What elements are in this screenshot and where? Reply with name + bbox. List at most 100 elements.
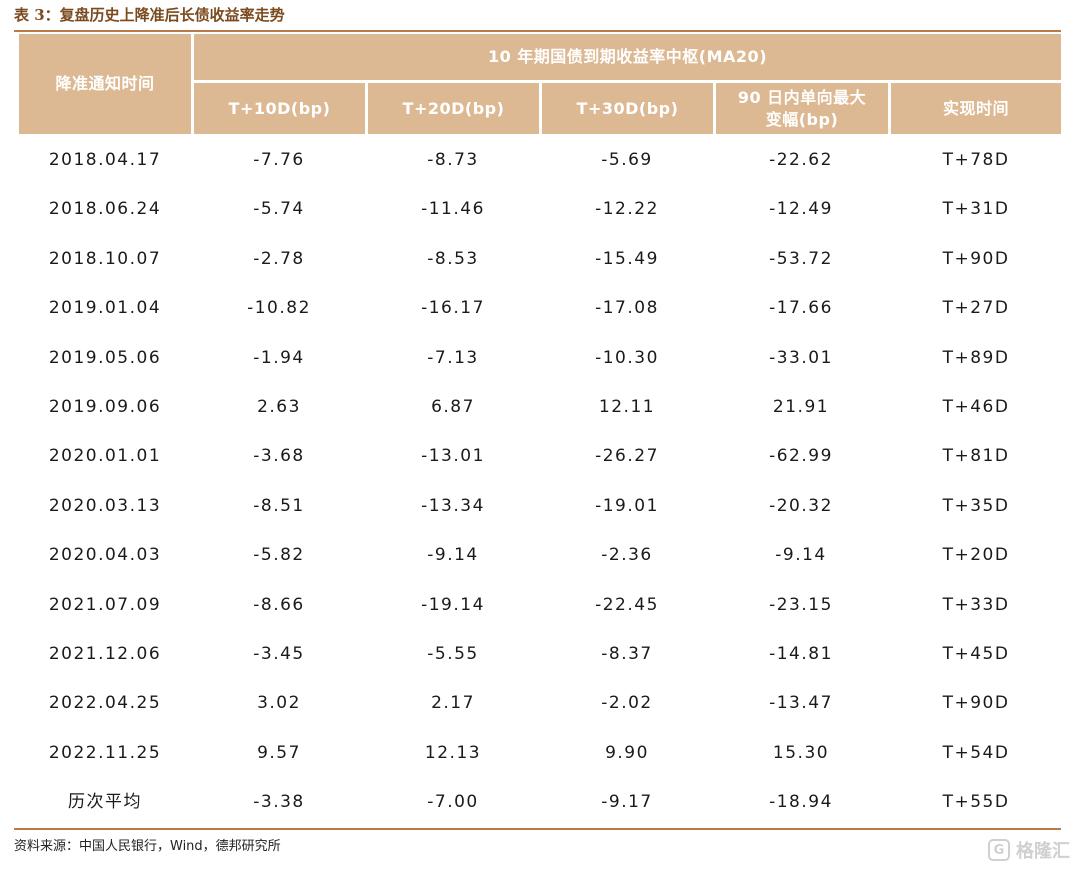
cell-t20d: -8.53 [427,248,479,269]
cell-t10d: -8.51 [253,495,305,516]
cell-date: 2022.04.25 [48,693,162,714]
cell-max-change: -18.94 [769,792,833,813]
cell-t20d: -13.01 [421,446,485,467]
cell-t30d: -9.17 [601,792,653,813]
table-row: 2018.04.17 -7.76 -8.73 -5.69 -22.62 T+78D [0,136,1080,185]
cell-t10d: 3.02 [257,693,301,714]
cell-max-change: -23.15 [769,594,833,615]
cell-t30d: -2.02 [601,693,653,714]
table-row: 2022.11.25 9.57 12.13 9.90 15.30 T+54D [0,729,1080,778]
header-realized-time: 实现时间 [891,83,1061,134]
cell-t20d: -11.46 [421,199,485,220]
cell-max-change: -12.49 [769,199,833,220]
header-notice-date: 降准通知时间 [19,34,191,134]
header-group-yield: 10 年期国债到期收益率中枢(MA20) [194,34,1061,80]
cell-t10d: -5.74 [253,199,305,220]
cell-realized-time: T+35D [942,495,1010,516]
header-t20d: T+20D(bp) [368,83,539,134]
cell-realized-time: T+89D [942,347,1010,368]
table-row: 2019.09.06 2.63 6.87 12.11 21.91 T+46D [0,383,1080,432]
cell-date: 2020.04.03 [48,545,162,566]
cell-t20d: -7.00 [427,792,479,813]
cell-t30d: -19.01 [595,495,659,516]
cell-t20d: -5.55 [427,644,479,664]
cell-date: 2018.10.07 [48,248,162,269]
header-t10d: T+10D(bp) [194,83,365,134]
cell-max-change: -53.72 [769,248,833,269]
cell-date: 历次平均 [68,792,142,813]
cell-realized-time: T+33D [942,594,1010,615]
cell-date: 2020.01.01 [48,446,162,467]
cell-t30d: 9.90 [605,742,649,763]
cell-realized-time: T+20D [942,545,1010,566]
cell-realized-time: T+55D [942,792,1010,813]
cell-t30d: -5.69 [601,150,653,170]
cell-t20d: 6.87 [431,397,475,417]
top-rule [14,30,1061,32]
cell-t30d: -15.49 [595,248,659,269]
cell-t20d: -13.34 [421,495,485,516]
cell-t30d: -17.08 [595,298,659,319]
cell-max-change: -22.62 [769,150,833,170]
bottom-rule [14,828,1061,830]
cell-date: 2019.05.06 [48,347,162,368]
cell-t30d: 12.11 [598,397,656,417]
cell-realized-time: T+78D [942,150,1010,170]
table-row: 2019.05.06 -1.94 -7.13 -10.30 -33.01 T+89D [0,334,1080,383]
table-row-average: 历次平均 -3.38 -7.00 -9.17 -18.94 T+55D [0,778,1080,827]
cell-t20d: -9.14 [427,545,479,566]
cell-max-change: -9.14 [775,545,827,566]
cell-t10d: -1.94 [253,347,305,368]
cell-t30d: -12.22 [595,199,659,220]
cell-t20d: -7.13 [427,347,479,368]
cell-date: 2020.03.13 [48,495,162,516]
cell-max-change: -20.32 [769,495,833,516]
cell-t20d: -19.14 [421,594,485,615]
gelonghui-logo-icon: G [988,839,1010,861]
cell-t30d: -8.37 [601,644,653,664]
cell-date: 2021.07.09 [48,594,162,615]
cell-realized-time: T+90D [942,693,1010,714]
cell-realized-time: T+46D [942,397,1010,417]
cell-realized-time: T+54D [942,742,1010,763]
cell-max-change: 15.30 [772,742,830,763]
table-row: 2019.01.04 -10.82 -16.17 -17.08 -17.66 T+27D [0,284,1080,333]
cell-realized-time: T+27D [942,298,1010,319]
cell-max-change: 21.91 [772,397,830,417]
table-row: 2020.03.13 -8.51 -13.34 -19.01 -20.32 T+35D [0,482,1080,531]
table-row: 2021.12.06 -3.45 -5.55 -8.37 -14.81 T+45D [0,630,1080,679]
cell-date: 2022.11.25 [48,742,162,763]
cell-max-change: -33.01 [769,347,833,368]
cell-t30d: -2.36 [601,545,653,566]
cell-date: 2018.04.17 [48,150,162,170]
cell-t10d: -3.38 [253,792,305,813]
cell-t20d: -8.73 [427,150,479,170]
cell-max-change: -13.47 [769,693,833,714]
cell-max-change: -62.99 [769,446,833,467]
cell-realized-time: T+45D [942,644,1010,664]
table-title: 表 3：复盘历史上降准后长债收益率走势 [14,6,285,24]
table-row: 2018.06.24 -5.74 -11.46 -12.22 -12.49 T+31D [0,185,1080,234]
source-note: 资料来源：中国人民银行，Wind，德邦研究所 [14,839,281,854]
cell-t30d: -26.27 [595,446,659,467]
cell-max-change: -14.81 [769,644,833,664]
cell-realized-time: T+31D [942,199,1010,220]
watermark: G 格隆汇 [988,836,1070,864]
cell-t10d: 2.63 [257,397,301,417]
table-row: 2022.04.25 3.02 2.17 -2.02 -13.47 T+90D [0,679,1080,728]
table-row: 2018.10.07 -2.78 -8.53 -15.49 -53.72 T+90D [0,235,1080,284]
cell-t20d: 12.13 [424,742,482,763]
table-row: 2020.01.01 -3.68 -13.01 -26.27 -62.99 T+81D [0,432,1080,481]
cell-t10d: 9.57 [257,742,301,763]
cell-t30d: -10.30 [595,347,659,368]
cell-date: 2021.12.06 [48,644,162,664]
cell-t10d: -5.82 [253,545,305,566]
cell-t10d: -10.82 [247,298,311,319]
cell-t10d: -3.45 [253,644,305,664]
cell-realized-time: T+81D [942,446,1010,467]
cell-t20d: -16.17 [421,298,485,319]
cell-t30d: -22.45 [595,594,659,615]
cell-date: 2019.09.06 [48,397,162,417]
cell-max-change: -17.66 [769,298,833,319]
cell-t10d: -7.76 [253,150,305,170]
